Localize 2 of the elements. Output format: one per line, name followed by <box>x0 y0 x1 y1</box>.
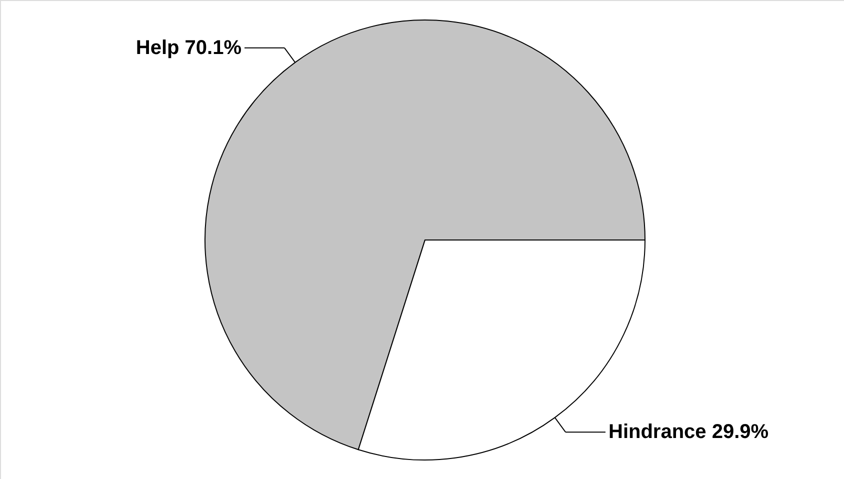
legend-label: Hindrance 29.9% <box>608 421 769 444</box>
slice-label: Help 70.1% <box>136 36 242 59</box>
